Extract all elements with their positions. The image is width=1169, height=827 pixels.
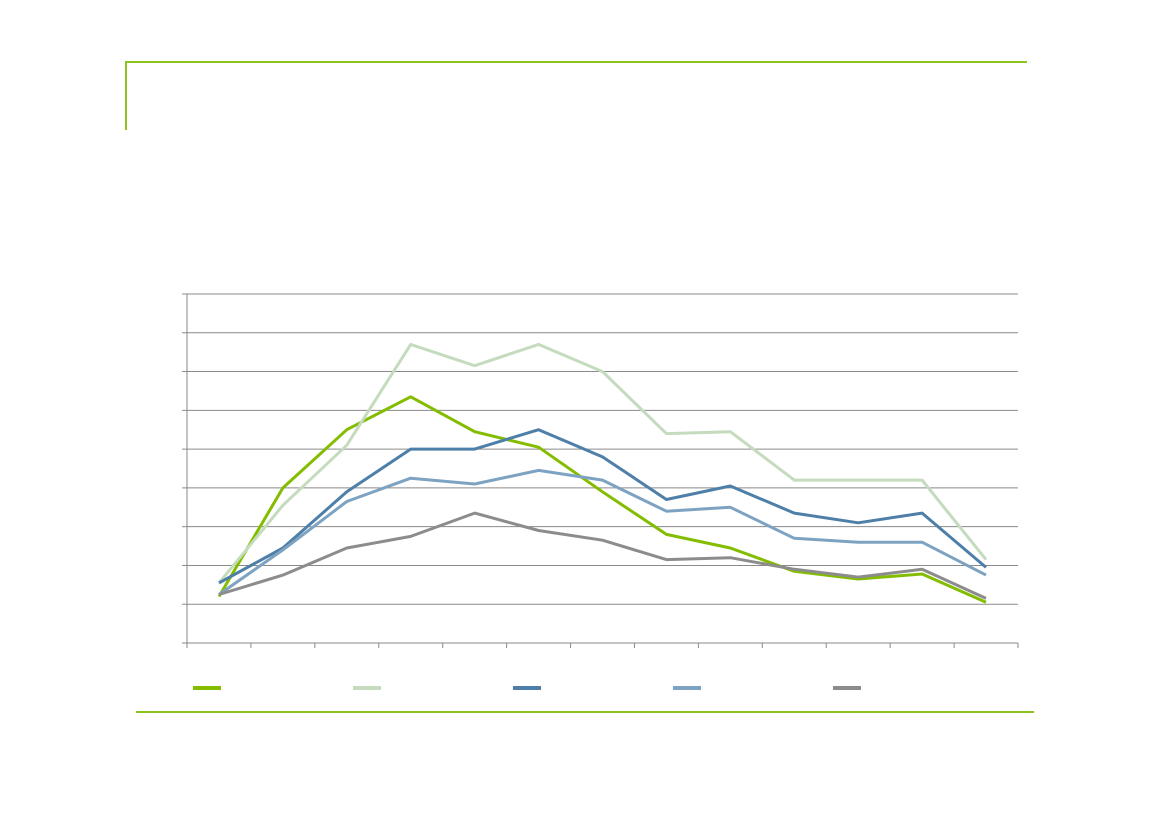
frame-top-rule xyxy=(125,61,1027,63)
frame-bottom-rule xyxy=(136,711,1034,713)
series-line-5 xyxy=(218,511,987,600)
series-line-3 xyxy=(218,428,987,585)
series-lines xyxy=(217,342,988,604)
series-line-4 xyxy=(218,468,987,596)
series-line-2 xyxy=(217,342,988,584)
axes xyxy=(182,293,1019,648)
gridlines xyxy=(187,293,1018,605)
frame-left-rule xyxy=(125,61,127,130)
series-line-1 xyxy=(217,395,987,604)
